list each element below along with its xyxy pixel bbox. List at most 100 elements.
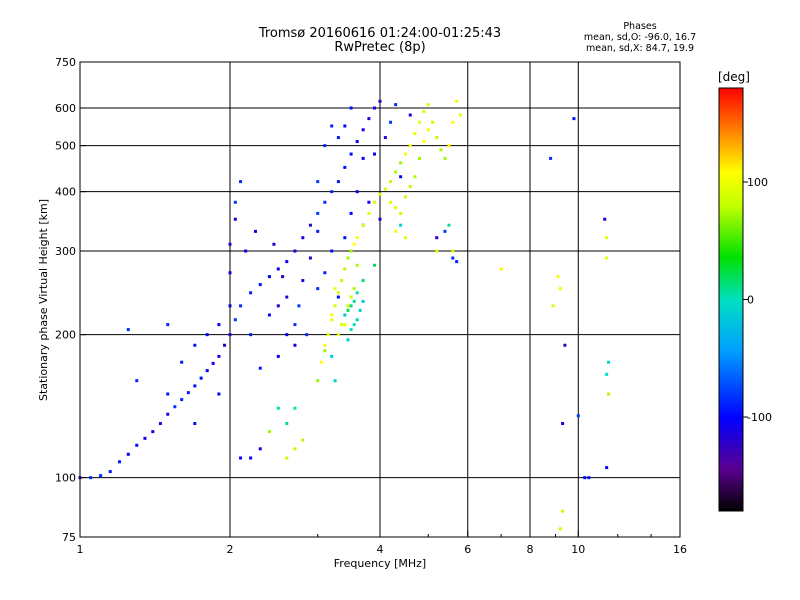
data-point (558, 527, 562, 531)
data-point (258, 366, 262, 370)
data-point (285, 422, 289, 426)
data-point (605, 256, 609, 260)
data-point (281, 275, 285, 279)
data-point (316, 379, 320, 383)
data-point (378, 217, 382, 221)
data-point (249, 333, 253, 337)
data-point (323, 200, 327, 204)
data-point (394, 229, 398, 233)
x-tick-label: 6 (464, 543, 471, 556)
data-point (199, 376, 203, 380)
data-point (343, 313, 347, 317)
x-tick-label: 1 (77, 543, 84, 556)
data-point (561, 422, 565, 426)
data-point (272, 242, 276, 246)
colorbar-ticks: 100 0 -100 (743, 176, 772, 424)
data-point (447, 144, 451, 148)
data-point (355, 140, 359, 144)
data-point (561, 509, 565, 513)
data-point (383, 136, 387, 140)
data-point (99, 474, 103, 478)
data-point (293, 323, 297, 327)
data-point (340, 323, 344, 327)
y-tick-label: 300 (55, 245, 76, 258)
data-point (389, 200, 393, 204)
data-point (422, 109, 426, 113)
data-point (117, 460, 121, 464)
data-point (333, 304, 337, 308)
data-point (576, 414, 580, 418)
data-point (403, 195, 407, 199)
data-point (373, 200, 377, 204)
data-point (349, 328, 353, 332)
data-point (276, 354, 280, 358)
data-point (435, 249, 439, 253)
data-point (361, 223, 365, 227)
y-tick-label: 400 (55, 186, 76, 199)
data-point (326, 333, 330, 337)
data-point (587, 476, 591, 480)
data-point (228, 304, 232, 308)
data-point (293, 249, 297, 253)
data-point (367, 200, 371, 204)
data-point (135, 379, 139, 383)
data-point (455, 99, 459, 103)
data-point (293, 343, 297, 347)
data-point (399, 211, 403, 215)
data-point (276, 267, 280, 271)
data-point (233, 318, 237, 322)
data-point (558, 287, 562, 291)
data-point (399, 223, 403, 227)
data-point (352, 323, 356, 327)
data-point (285, 333, 289, 337)
data-point (126, 452, 130, 456)
data-point (193, 384, 197, 388)
data-point (413, 175, 417, 179)
data-point (349, 211, 353, 215)
data-point (228, 271, 232, 275)
data-point (605, 466, 609, 470)
y-tick-label: 750 (55, 56, 76, 69)
data-point (399, 175, 403, 179)
data-point (135, 443, 139, 447)
data-point (301, 236, 305, 240)
data-point (455, 260, 459, 264)
data-point (607, 360, 611, 364)
data-point (358, 308, 362, 312)
data-point (394, 206, 398, 210)
data-point (336, 136, 340, 140)
data-point (330, 190, 334, 194)
data-point (403, 152, 407, 156)
data-point (336, 291, 340, 295)
data-point (346, 304, 350, 308)
data-point (603, 217, 607, 221)
data-point (408, 144, 412, 148)
data-point (361, 156, 365, 160)
data-point (173, 405, 177, 409)
data-point (330, 318, 334, 322)
data-point (583, 476, 587, 480)
data-point (285, 295, 289, 299)
data-point (276, 406, 280, 410)
data-point (451, 120, 455, 124)
data-point (126, 328, 130, 332)
y-tick-label: 100 (55, 472, 76, 485)
data-point (166, 392, 170, 396)
data-point (333, 379, 337, 383)
data-point (343, 124, 347, 128)
data-point (394, 170, 398, 174)
data-point (330, 249, 334, 253)
data-point (435, 236, 439, 240)
data-point (343, 323, 347, 327)
data-point (285, 260, 289, 264)
data-point (301, 438, 305, 442)
data-point (330, 313, 334, 317)
colorbar-tick-label: -100 (747, 411, 772, 424)
x-tick-label: 2 (227, 543, 234, 556)
data-point (316, 211, 320, 215)
data-point (205, 369, 209, 373)
data-point (336, 295, 340, 299)
phase-o-stats: mean, sd,O: -96.0, 16.7 (583, 32, 697, 43)
data-point (319, 360, 323, 364)
